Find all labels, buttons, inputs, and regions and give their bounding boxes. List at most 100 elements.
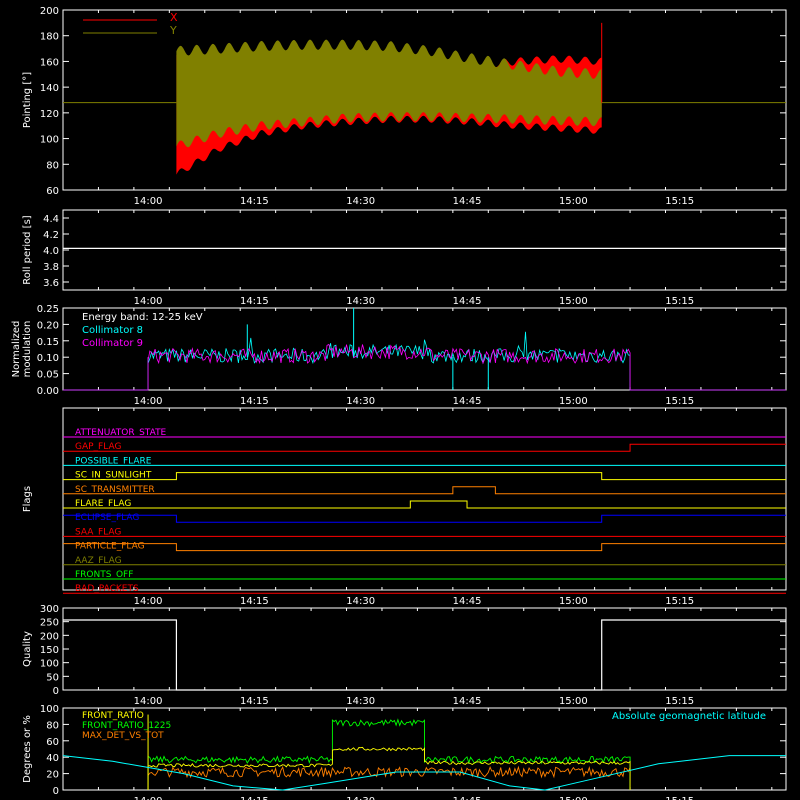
quality-time-label: 14:30 <box>346 696 375 707</box>
pointing-y-label: 100 <box>40 135 59 146</box>
flag-line-gap-flag <box>63 443 786 452</box>
pointing-frame <box>62 9 787 191</box>
flag-label: SC_IN_SUNLIGHT <box>75 471 152 481</box>
modulation-ylabel: Normalized <box>11 321 22 378</box>
pointing-time-label: 14:15 <box>240 196 269 207</box>
flag-label: SC_TRANSMITTER <box>75 485 155 495</box>
pointing-y-label: 180 <box>40 32 59 43</box>
ratios-time-label: 14:30 <box>346 796 375 800</box>
pointing-time-label: 15:00 <box>559 196 588 207</box>
modulation-time-label: 15:00 <box>559 396 588 407</box>
modulation-series-collimator-8 <box>63 331 786 391</box>
ratios-y-label: 80 <box>46 720 59 731</box>
ratios-legend-label: FRONT_RATIO <box>82 711 144 721</box>
quality-ylabel: Quality <box>22 631 33 667</box>
flag-line-sc-in-sunlight <box>63 472 786 481</box>
modulation-y-label: 0.10 <box>37 353 59 364</box>
ratios-y-label: 100 <box>40 704 59 715</box>
flags-time-label: 14:45 <box>453 596 482 607</box>
roll-time-label: 14:00 <box>134 296 163 307</box>
ratios-time-label: 14:15 <box>240 796 269 800</box>
ratios-ylabel: Degrees or % <box>22 715 33 783</box>
modulation-legend-label: Collimator 8 <box>82 325 143 336</box>
flag-label: FRONTS_OFF <box>75 570 133 580</box>
pointing-legend-label: X <box>170 11 178 24</box>
flag-label: FLARE_FLAG <box>75 499 131 509</box>
quality-y-label: 100 <box>40 659 59 670</box>
quality-y-label: 0 <box>53 686 59 697</box>
flag-line-eclipse-flag <box>63 514 786 523</box>
pointing-time-label: 15:15 <box>665 196 694 207</box>
roll-time-label: 15:00 <box>559 296 588 307</box>
flag-label: POSSIBLE_FLARE <box>75 456 152 466</box>
pointing-y-label: 140 <box>40 83 59 94</box>
ratios-legend-label: MAX_DET_VS_TOT <box>82 731 164 741</box>
flags-time-label: 14:15 <box>240 596 269 607</box>
quality-time-label: 14:15 <box>240 696 269 707</box>
modulation-legend-title: Energy band: 12-25 keV <box>82 312 203 323</box>
modulation-y-label: 0.15 <box>37 337 59 348</box>
roll-frame <box>62 209 787 291</box>
quality-line <box>63 619 786 691</box>
flags-time-label: 15:15 <box>665 596 694 607</box>
pointing-time-label: 14:00 <box>134 196 163 207</box>
ratios-time-label: 15:15 <box>665 796 694 800</box>
ratios-y-label: 0 <box>53 786 59 797</box>
ratios-frame <box>62 707 787 791</box>
modulation-y-label: 0.05 <box>37 370 59 381</box>
flag-line-particle-flag <box>63 543 786 552</box>
modulation-time-label: 14:30 <box>346 396 375 407</box>
ratios-y-label: 60 <box>46 737 59 748</box>
flag-line-flare-flag <box>63 500 786 509</box>
modulation-series-collimator-9 <box>63 343 786 391</box>
pointing-legend-label: Y <box>169 24 177 37</box>
ratio-series-front-ratio-1225 <box>147 718 631 791</box>
flags-ylabel: Flags <box>22 486 33 512</box>
quality-time-label: 14:45 <box>453 696 482 707</box>
pointing-ylabel: Pointing [°] <box>22 72 33 128</box>
pointing-y-label: 200 <box>40 6 59 17</box>
flags-time-label: 15:00 <box>559 596 588 607</box>
modulation-y-label: 0.25 <box>37 304 59 315</box>
modulation-legend-label: Collimator 9 <box>82 338 143 349</box>
ratios-y-label: 40 <box>46 753 59 764</box>
ratios-y-label: 20 <box>46 770 59 781</box>
flags-time-label: 14:30 <box>346 596 375 607</box>
quality-time-label: 14:00 <box>134 696 163 707</box>
modulation-y-label: 0.00 <box>37 386 59 397</box>
roll-y-label: 4.0 <box>43 246 59 257</box>
flag-label: BAD_PACKETS <box>75 584 139 594</box>
modulation-time-label: 15:15 <box>665 396 694 407</box>
flag-label: ECLIPSE_FLAG <box>75 513 139 523</box>
flag-label: ATTENUATOR_STATE <box>75 428 167 438</box>
ratio-series-max-det-vs-tot <box>147 765 631 791</box>
flag-label: GAP_FLAG <box>75 442 121 452</box>
flag-label: PARTICLE_FLAG <box>75 542 145 552</box>
flags-time-label: 14:00 <box>134 596 163 607</box>
quality-y-label: 250 <box>40 618 59 629</box>
modulation-time-label: 14:45 <box>453 396 482 407</box>
ratio-series-geomagnetic-latitude <box>62 755 786 791</box>
modulation-frame <box>62 307 787 391</box>
roll-time-label: 15:15 <box>665 296 694 307</box>
pointing-series-y <box>176 39 602 148</box>
modulation-time-label: 14:00 <box>134 396 163 407</box>
ratio-series-front-ratio <box>147 746 631 791</box>
ratios-time-label: 14:45 <box>453 796 482 800</box>
roll-time-label: 14:45 <box>453 296 482 307</box>
pointing-y-label: 80 <box>46 160 59 171</box>
ratios-annotation: Absolute geomagnetic latitude <box>612 711 766 722</box>
pointing-y-label: 160 <box>40 57 59 68</box>
pointing-time-label: 14:30 <box>346 196 375 207</box>
pointing-y-label: 60 <box>46 186 59 197</box>
modulation-ylabel: modulation <box>22 321 33 378</box>
ratios-time-label: 14:00 <box>134 796 163 800</box>
roll-y-label: 4.4 <box>43 214 59 225</box>
roll-y-label: 4.2 <box>43 230 59 241</box>
ratios-time-label: 15:00 <box>559 796 588 800</box>
roll-ylabel: Roll period [s] <box>22 215 33 284</box>
modulation-time-label: 14:15 <box>240 396 269 407</box>
roll-time-label: 14:30 <box>346 296 375 307</box>
pointing-y-label: 120 <box>40 109 59 120</box>
